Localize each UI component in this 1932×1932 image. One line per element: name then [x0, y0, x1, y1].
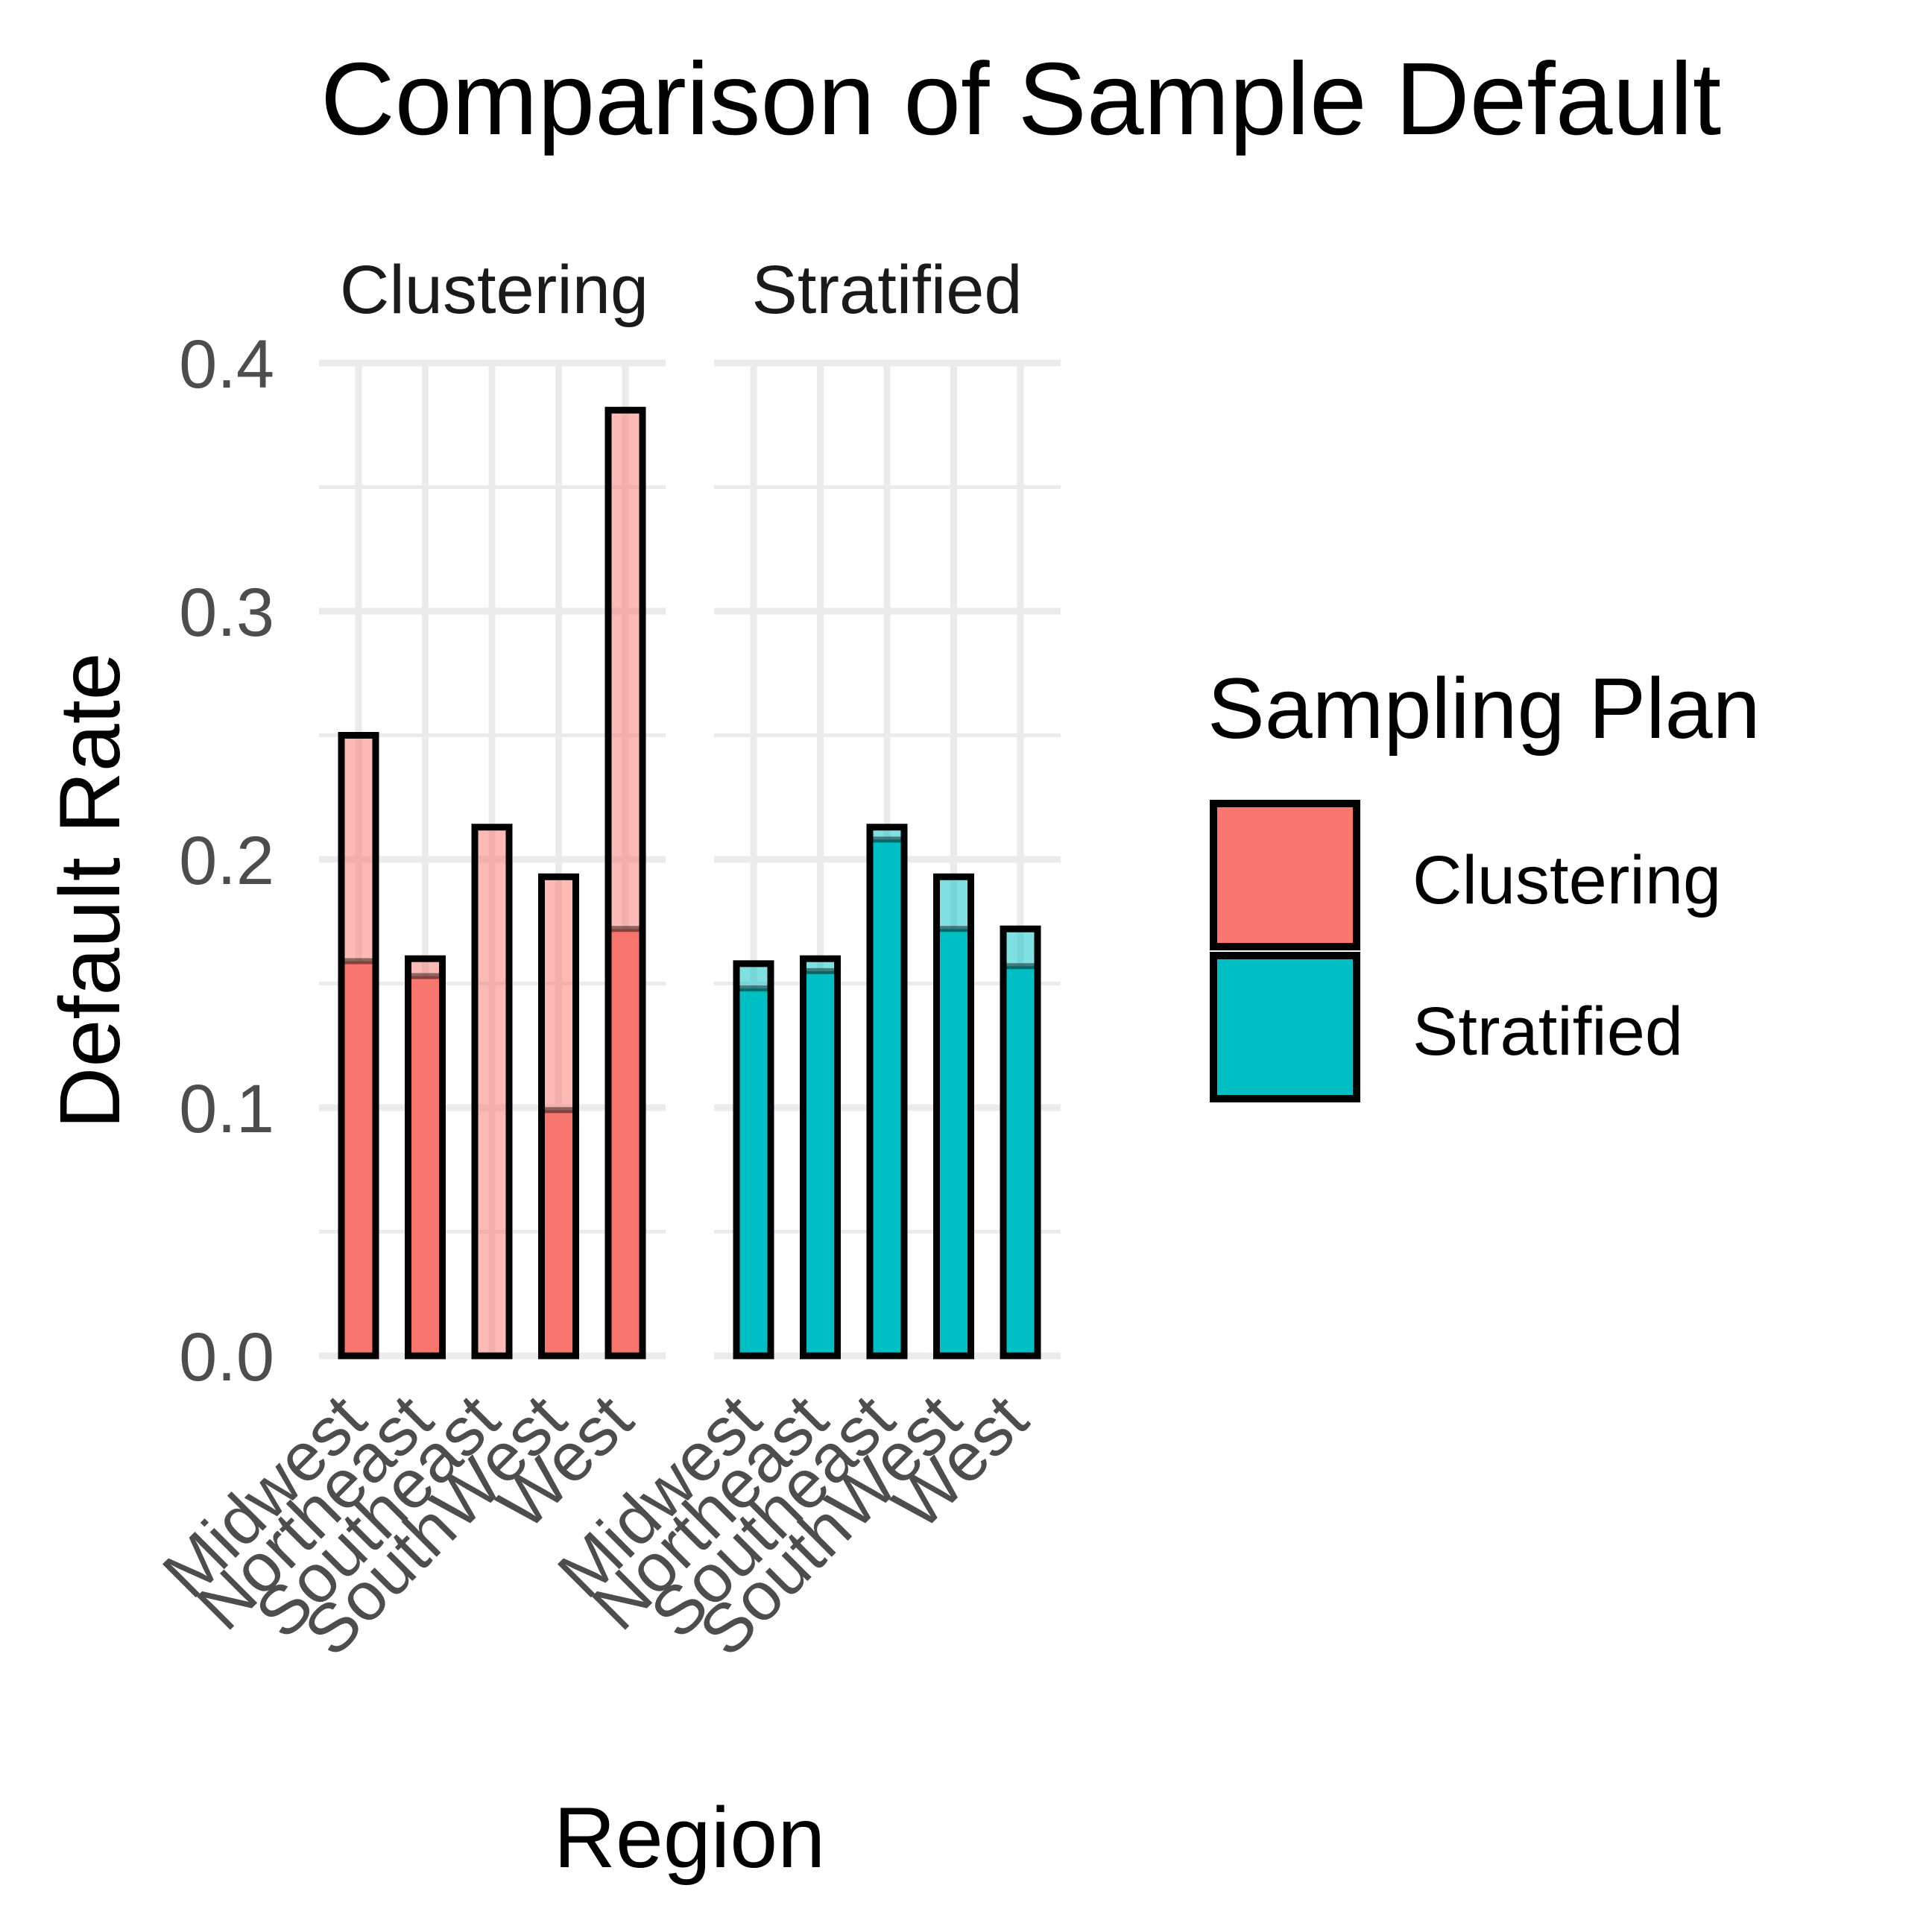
y-tick-label: 0.3	[179, 575, 274, 651]
bar-outline-stratified-southeast	[866, 824, 908, 1360]
bar-clustering-southwest-upper	[541, 877, 576, 1111]
bar-stratified-midwest-lower	[736, 988, 771, 1356]
legend-item-clustering: Clustering	[1210, 800, 1721, 950]
bar-stratified-northeast-lower	[803, 970, 838, 1356]
y-tick-label: 0.0	[179, 1319, 274, 1395]
legend-key-stratified	[1210, 952, 1360, 1102]
bar-outline-clustering-midwest	[338, 732, 379, 1360]
facet-label-clustering: Clustering	[340, 252, 648, 328]
legend: Sampling Plan Clustering Stratified	[1208, 661, 1761, 1102]
facet-label-stratified: Stratified	[751, 252, 1022, 328]
bar-outline-stratified-southwest	[933, 873, 974, 1360]
bar-clustering-midwest-lower	[341, 961, 376, 1356]
y-axis-title: Default Rate	[42, 652, 138, 1128]
bar-outline-stratified-west	[1000, 925, 1041, 1360]
bar-outline-clustering-southwest	[538, 873, 579, 1360]
y-tick-label: 0.4	[179, 326, 274, 402]
bars-clustering	[338, 406, 646, 1360]
facet-stratified: Stratified MidwestNortheastSoutheastSout…	[543, 252, 1061, 1670]
x-axis-title: Region	[554, 1790, 825, 1886]
legend-label-stratified: Stratified	[1412, 994, 1683, 1070]
bar-outline-stratified-midwest	[733, 960, 774, 1360]
bar-stratified-west-upper	[1003, 929, 1038, 967]
bar-stratified-southwest-upper	[936, 877, 971, 929]
bar-clustering-west-lower	[608, 929, 643, 1356]
bar-outline-clustering-southeast	[471, 824, 513, 1360]
bar-clustering-northeast-upper	[408, 959, 443, 976]
bar-clustering-west-upper	[608, 410, 643, 929]
chart-title: Comparison of Sample Default	[321, 42, 1721, 157]
bar-clustering-northeast-lower	[408, 976, 443, 1356]
bars-stratified	[733, 824, 1041, 1360]
legend-item-stratified: Stratified	[1210, 952, 1683, 1102]
bar-stratified-midwest-upper	[736, 963, 771, 989]
bar-clustering-southeast-upper	[475, 827, 509, 1356]
bar-outline-clustering-northeast	[405, 955, 446, 1360]
bar-outline-clustering-west	[604, 406, 646, 1360]
y-axis: 0.0 0.1 0.2 0.3 0.4	[179, 326, 274, 1395]
y-tick-label: 0.2	[179, 823, 274, 899]
bar-clustering-midwest-upper	[341, 735, 376, 962]
bar-stratified-west-lower	[1003, 966, 1038, 1356]
facet-clustering: Clustering MidwestNortheastSoutheastSout…	[148, 252, 666, 1670]
bar-stratified-southeast-lower	[870, 839, 904, 1356]
bar-clustering-southwest-lower	[541, 1110, 576, 1356]
legend-label-clustering: Clustering	[1412, 842, 1721, 918]
legend-title: Sampling Plan	[1208, 661, 1761, 757]
bar-stratified-southwest-lower	[936, 929, 971, 1356]
legend-key-clustering	[1210, 800, 1360, 950]
bar-outline-stratified-northeast	[800, 955, 841, 1360]
y-tick-label: 0.1	[179, 1071, 274, 1147]
